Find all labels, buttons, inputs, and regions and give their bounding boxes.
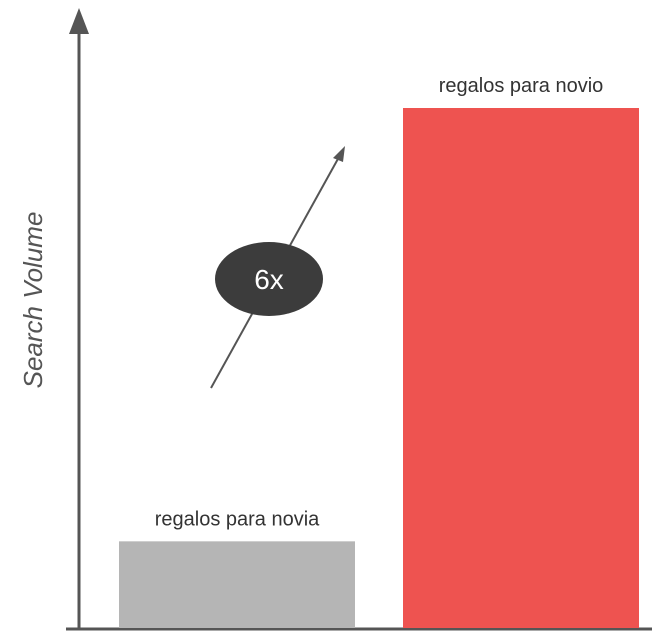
bar-regalos-para-novia — [119, 541, 355, 628]
growth-arrow-head-icon — [333, 146, 345, 162]
bar-label-regalos-para-novia: regalos para novia — [155, 508, 320, 530]
bar-regalos-para-novio — [403, 108, 639, 628]
y-axis-label: Search Volume — [18, 212, 48, 389]
bar-label-regalos-para-novio: regalos para novio — [439, 75, 604, 97]
multiplier-badge — [215, 242, 323, 316]
y-axis-arrow-icon — [69, 8, 89, 34]
multiplier-badge-text: 6x — [254, 264, 284, 295]
